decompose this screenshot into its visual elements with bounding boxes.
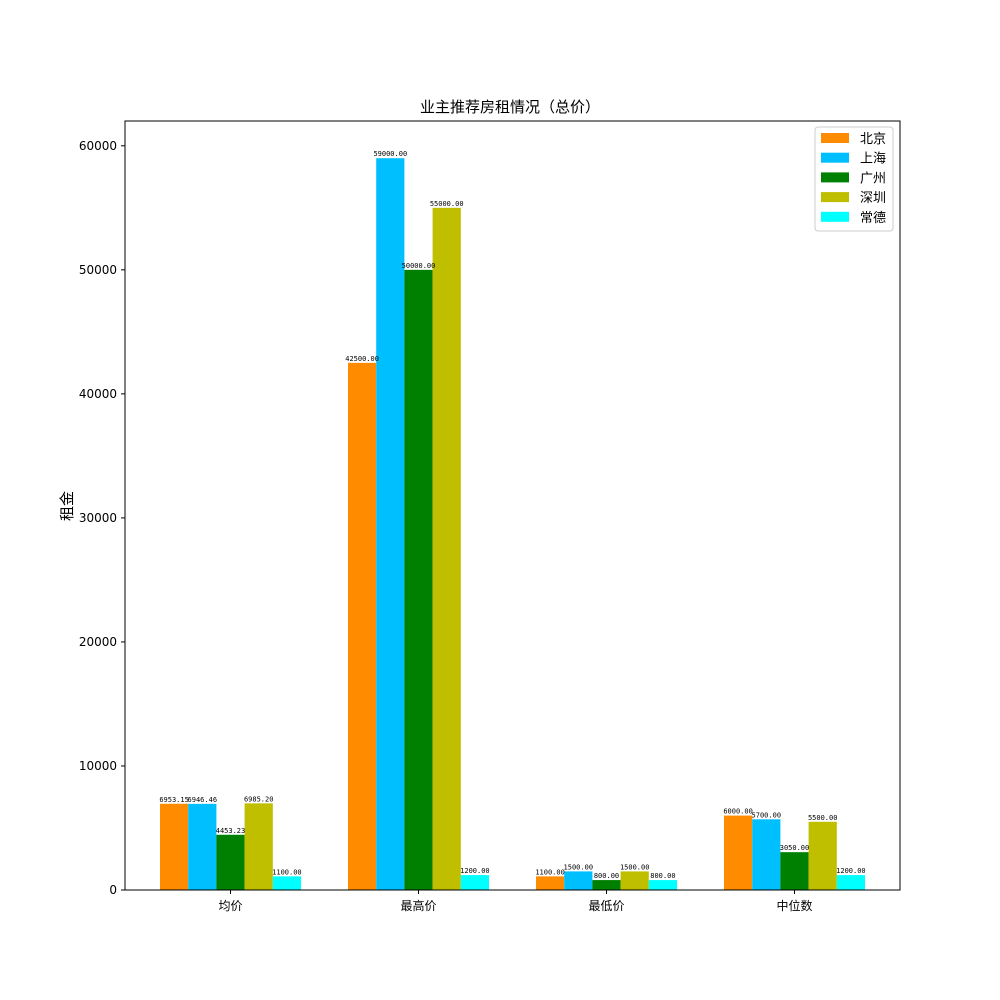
bar-广州-最低价 [592,880,621,890]
y-tick-label: 10000 [79,759,117,773]
bar-value-label: 55000.00 [430,200,464,208]
bar-上海-最高价 [376,158,405,891]
bar-value-label: 6985.20 [244,795,274,803]
bar-常德-最高价 [460,875,489,890]
bar-上海-中位数 [752,819,781,890]
y-tick-label: 60000 [79,139,117,153]
bar-常德-最低价 [648,880,677,890]
bar-value-label: 800.00 [650,872,675,880]
y-axis-ticks: 0 10000 20000 30000 40000 50000 60000 [79,139,125,897]
bar-value-label: 3050.00 [780,844,810,852]
legend-swatch [821,172,849,183]
bar-value-label: 42500.00 [345,355,379,363]
legend-swatch [821,211,849,222]
bar-深圳-中位数 [808,821,837,890]
legend-entry-label: 广州 [860,171,886,186]
bar-上海-最低价 [564,871,593,890]
x-tick-label: 最高价 [400,898,436,913]
bar-value-label: 6000.00 [723,808,753,816]
legend-swatch [821,133,849,143]
bar-value-label: 800.00 [594,872,619,880]
bar-北京-最低价 [536,876,565,890]
bar-常德-均价 [272,876,301,890]
bar-广州-中位数 [780,852,809,890]
legend-entry-label: 上海 [860,152,886,167]
y-tick-label: 0 [109,883,117,897]
x-tick-label: 中位数 [776,898,812,913]
legend-swatch [821,192,849,203]
bar-value-label: 6946.46 [188,796,218,804]
bar-value-label: 1500.00 [564,863,594,871]
bar-深圳-最低价 [620,871,649,890]
legend-swatch [821,152,849,163]
bar-常德-中位数 [836,875,865,890]
bar-北京-中位数 [724,815,753,890]
y-tick-label: 50000 [79,263,117,277]
x-axis-ticks: 均价 最高价 最低价 中位数 [218,890,813,913]
bar-value-label: 1200.00 [460,867,490,875]
plot-frame [124,120,901,891]
y-tick-label: 30000 [79,511,117,525]
bar-value-label: 4453.23 [216,827,246,835]
y-tick-label: 40000 [79,387,117,401]
legend-entry-label: 北京 [860,132,886,147]
legend-entry-label: 常德 [860,211,886,226]
x-tick-label: 最低价 [588,899,624,913]
bar-value-label: 1100.00 [535,868,565,876]
bars-group [160,158,865,891]
x-tick-label: 均价 [218,899,242,913]
bar-北京-最高价 [348,362,377,890]
bar-value-label: 1500.00 [620,863,650,871]
bar-value-label: 59000.00 [373,150,407,158]
bar-value-label: 50000.00 [402,262,436,270]
bar-value-label: 6953.15 [159,796,189,804]
chart-title: 业主推荐房租情况（总价） [420,98,600,116]
y-tick-label: 20000 [79,635,117,649]
bar-广州-最高价 [404,269,433,890]
bar-value-label: 1100.00 [272,868,302,876]
bar-value-label: 1200.00 [836,867,866,875]
bar-value-label: 5500.00 [808,814,838,822]
bar-上海-均价 [188,803,217,890]
y-axis-label: 租金 [58,491,76,521]
bar-广州-均价 [216,834,245,890]
legend-entry-label: 深圳 [860,191,886,206]
bar-北京-均价 [160,803,189,890]
bar-value-label: 5700.00 [752,811,782,819]
bar-深圳-均价 [244,803,273,890]
bar-深圳-最高价 [432,207,461,891]
